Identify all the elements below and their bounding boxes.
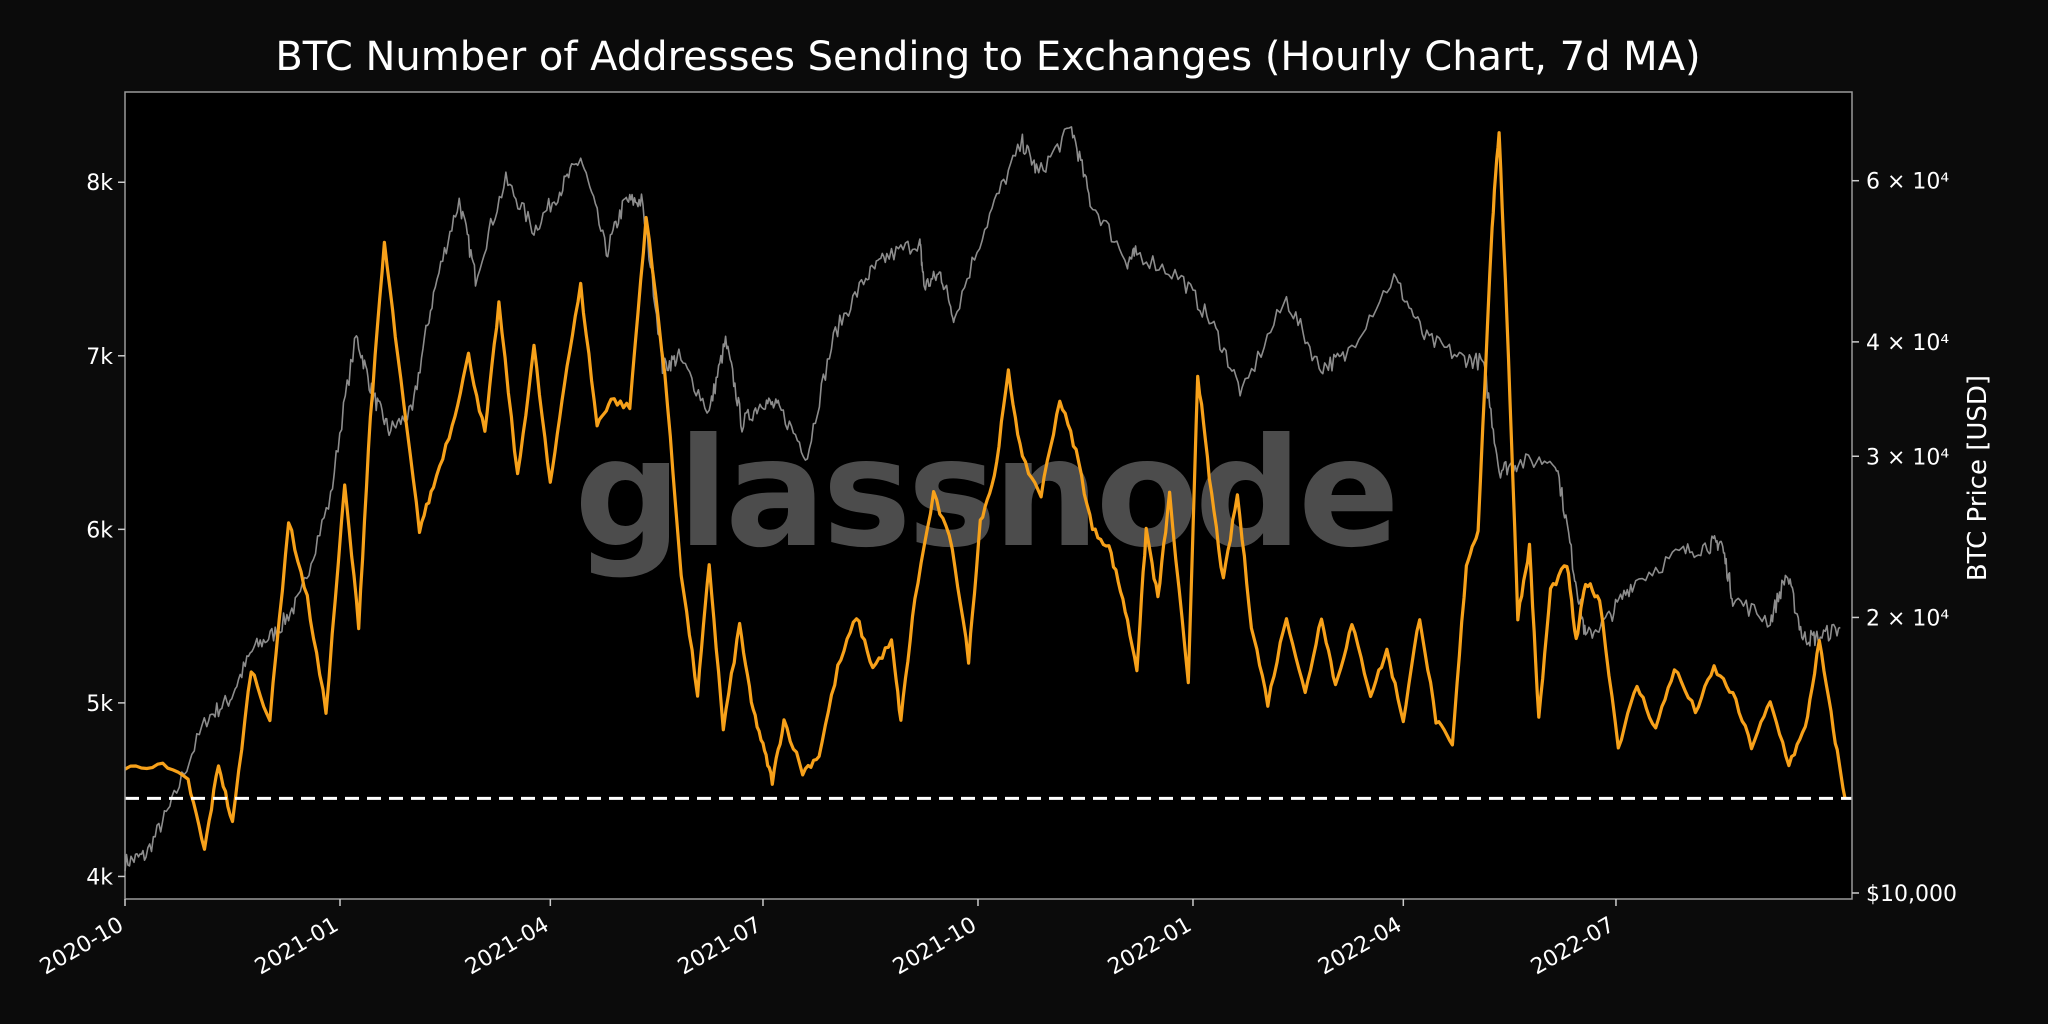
right-tick-label: 3 × 10⁴ bbox=[1866, 445, 1949, 470]
right-tick-label: $10,000 bbox=[1866, 882, 1957, 907]
right-tick-label: 6 × 10⁴ bbox=[1866, 170, 1949, 195]
chart-title: BTC Number of Addresses Sending to Excha… bbox=[275, 34, 1700, 80]
watermark-logo: glassnode bbox=[574, 407, 1396, 581]
left-tick-label: 7k bbox=[86, 345, 113, 370]
right-y-axis: $10,000 2 × 10⁴ 3 × 10⁴ 4 × 10⁴ 6 × 10⁴ bbox=[1852, 170, 1957, 907]
left-tick-label: 4k bbox=[86, 865, 113, 890]
addresses-series bbox=[124, 131, 1847, 851]
left-tick-label: 6k bbox=[86, 518, 113, 543]
right-tick-label: 2 × 10⁴ bbox=[1866, 606, 1949, 631]
left-tick-label: 8k bbox=[86, 171, 113, 196]
plot-border bbox=[124, 91, 1853, 900]
right-tick-label: 4 × 10⁴ bbox=[1866, 331, 1949, 356]
right-axis-label: BTC Price [USD] bbox=[1963, 375, 1993, 581]
plot-area: glassnode bbox=[124, 91, 1853, 900]
left-tick-label: 5k bbox=[86, 692, 113, 717]
left-y-axis: 4k 5k 6k 7k 8k bbox=[86, 171, 125, 890]
addresses-line bbox=[124, 131, 1847, 851]
